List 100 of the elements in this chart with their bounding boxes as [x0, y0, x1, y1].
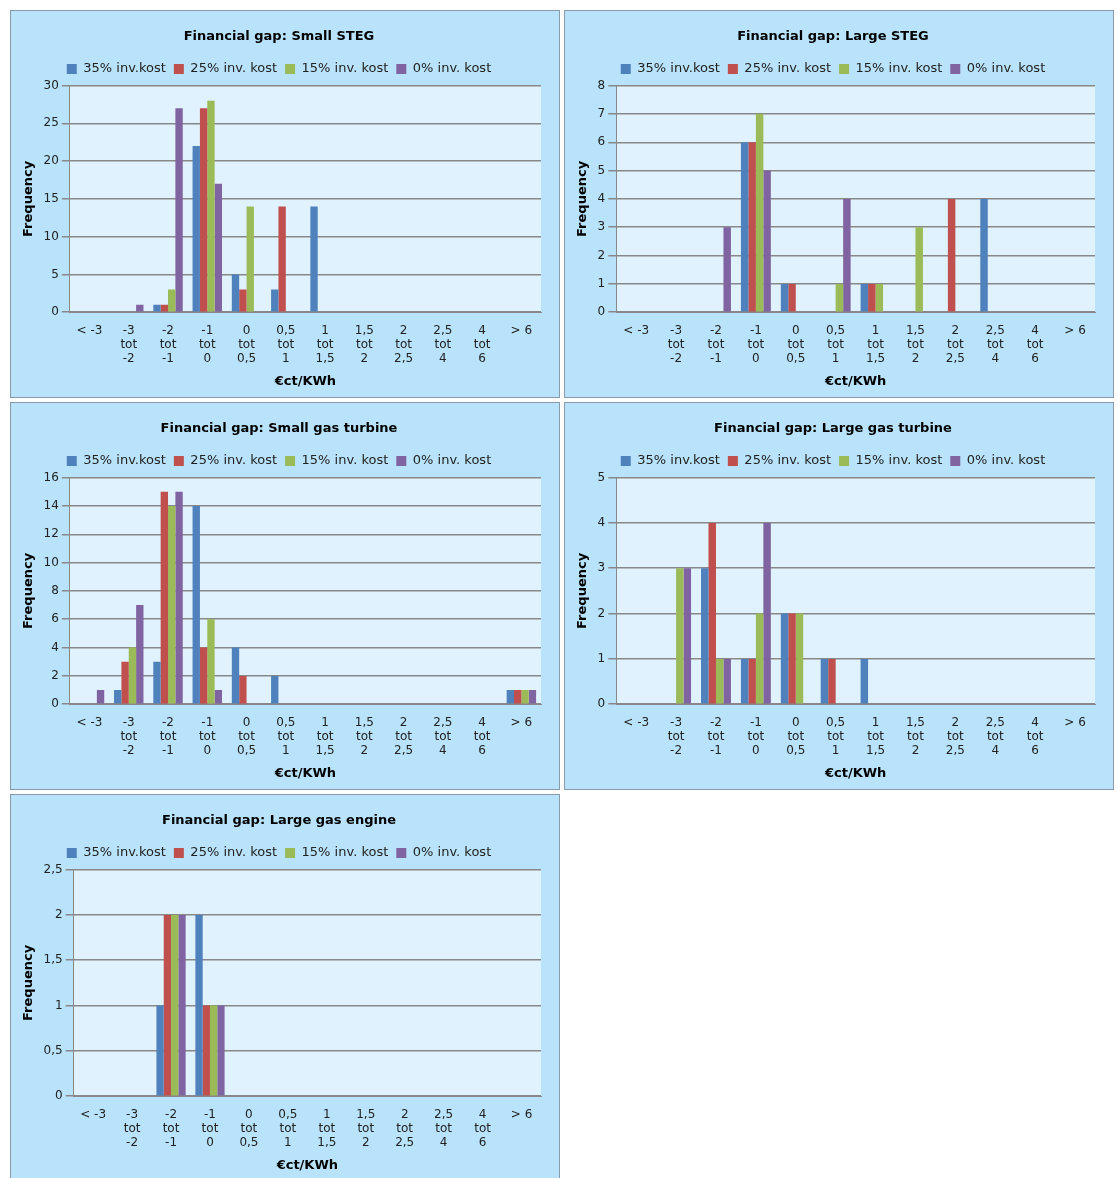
bar: [199, 647, 208, 704]
x-tick-label: 4 tot 6: [474, 1106, 492, 1150]
x-tick-label: 1,5 tot 2: [356, 1106, 376, 1150]
x-tick-label: -2 tot -1: [159, 714, 177, 758]
x-tick-label: 2,5 tot 4: [985, 714, 1005, 758]
y-tick-label: 2: [597, 247, 606, 262]
bar: [947, 198, 956, 312]
chart-title: Financial gap: Large gas turbine: [714, 420, 953, 436]
bar: [521, 690, 529, 704]
bar: [980, 198, 988, 312]
x-tick-label: 2 tot 2,5: [945, 322, 965, 366]
y-axis-title: Frequency: [574, 160, 590, 237]
x-tick-label: 2,5 tot 4: [985, 322, 1005, 366]
x-tick-label: 1 tot 1,5: [315, 714, 335, 758]
x-tick-label: -2 tot -1: [162, 1106, 180, 1150]
legend-label: 15% inv. kost: [301, 60, 389, 76]
x-tick-label: 0 tot 0,5: [239, 1106, 259, 1150]
bar: [168, 505, 176, 704]
bar: [763, 522, 771, 704]
y-tick-label: 6: [597, 134, 606, 149]
x-tick-label: -2 tot -1: [707, 322, 725, 366]
y-tick-label: 2: [597, 605, 606, 620]
y-axis-title: Frequency: [20, 552, 36, 629]
legend-label: 25% inv. kost: [190, 60, 278, 76]
y-tick-label: 5: [597, 469, 606, 484]
bar: [239, 289, 247, 312]
x-tick-label: 1,5 tot 2: [905, 322, 926, 366]
x-tick-label: 2 tot 2,5: [395, 1106, 415, 1150]
x-tick-label: 2 tot 2,5: [394, 322, 414, 366]
x-tick-label: 0,5 tot 1: [826, 714, 846, 758]
y-tick-label: 30: [43, 77, 59, 92]
bar: [199, 108, 208, 312]
bar: [755, 113, 764, 312]
bar: [278, 206, 286, 312]
x-tick-label: -2 tot -1: [707, 714, 725, 758]
bar: [748, 142, 756, 312]
x-tick-label: 4 tot 6: [473, 714, 491, 758]
legend-label: 35% inv.kost: [83, 60, 166, 76]
x-tick-label: 0,5 tot 1: [276, 322, 296, 366]
bar: [506, 690, 515, 704]
legend-label: 0% inv. kost: [966, 60, 1046, 76]
y-tick-label: 6: [51, 611, 59, 626]
x-tick-label: > 6: [510, 1106, 533, 1121]
bar: [514, 690, 522, 704]
bar: [788, 283, 796, 312]
legend-label: 25% inv. kost: [190, 844, 278, 860]
y-tick-label: 16: [43, 469, 59, 484]
bar: [214, 690, 223, 704]
bar: [136, 605, 144, 704]
bar: [175, 108, 183, 312]
x-tick-label: -1 tot 0: [198, 714, 216, 758]
x-tick-label: < -3: [623, 714, 650, 729]
legend-label: 0% inv. kost: [412, 844, 492, 860]
y-axis-title: Frequency: [20, 944, 36, 1021]
x-tick-label: 4 tot 6: [1026, 714, 1044, 758]
bar: [740, 142, 749, 312]
x-tick-label: 2,5 tot 4: [433, 714, 453, 758]
legend-label: 15% inv. kost: [301, 844, 389, 860]
bar: [271, 289, 279, 312]
bar: [755, 613, 764, 704]
y-tick-label: 25: [43, 115, 59, 130]
bar: [780, 613, 789, 704]
x-tick-label: 4 tot 6: [473, 322, 491, 366]
legend-label: 25% inv. kost: [744, 60, 832, 76]
y-tick-label: 2: [51, 668, 59, 682]
x-tick-label: -1 tot 0: [198, 322, 216, 366]
legend-label: 15% inv. kost: [855, 60, 943, 76]
chart-title: Financial gap: Small gas turbine: [160, 420, 398, 436]
legend-label: 35% inv.kost: [83, 452, 166, 468]
bar: [231, 647, 240, 704]
legend-label: 25% inv. kost: [744, 452, 832, 468]
y-tick-label: 2: [55, 907, 63, 922]
y-tick-label: 1,5: [43, 952, 63, 967]
y-tick-label: 1: [597, 276, 606, 290]
bar: [271, 675, 279, 704]
legend-label: 0% inv. kost: [412, 452, 492, 468]
legend-label: 35% inv.kost: [83, 844, 166, 860]
y-tick-label: 0: [51, 304, 59, 319]
x-axis-title: €ct/KWh: [275, 1156, 339, 1172]
y-tick-label: 1: [597, 651, 606, 666]
x-tick-label: 2,5 tot 4: [433, 322, 453, 366]
bar: [780, 283, 789, 312]
legend-label: 15% inv. kost: [301, 452, 389, 468]
bar: [860, 283, 869, 312]
bar: [153, 661, 161, 704]
chart-title: Financial gap: Large STEG: [737, 28, 929, 44]
bar: [128, 647, 137, 704]
bar: [748, 658, 756, 704]
chart-title: Financial gap: Small STEG: [183, 28, 375, 44]
bar: [214, 183, 223, 312]
bar: [114, 690, 122, 704]
bar: [723, 658, 731, 704]
y-tick-label: 7: [597, 106, 606, 121]
y-tick-label: 20: [43, 153, 59, 168]
x-tick-label: 1,5 tot 2: [354, 322, 374, 366]
x-tick-label: 0 tot 0,5: [237, 714, 257, 758]
bar: [868, 283, 876, 312]
x-tick-label: 0,5 tot 1: [826, 322, 846, 366]
x-tick-label: 4 tot 6: [1026, 322, 1044, 366]
legend-label: 25% inv. kost: [190, 452, 278, 468]
